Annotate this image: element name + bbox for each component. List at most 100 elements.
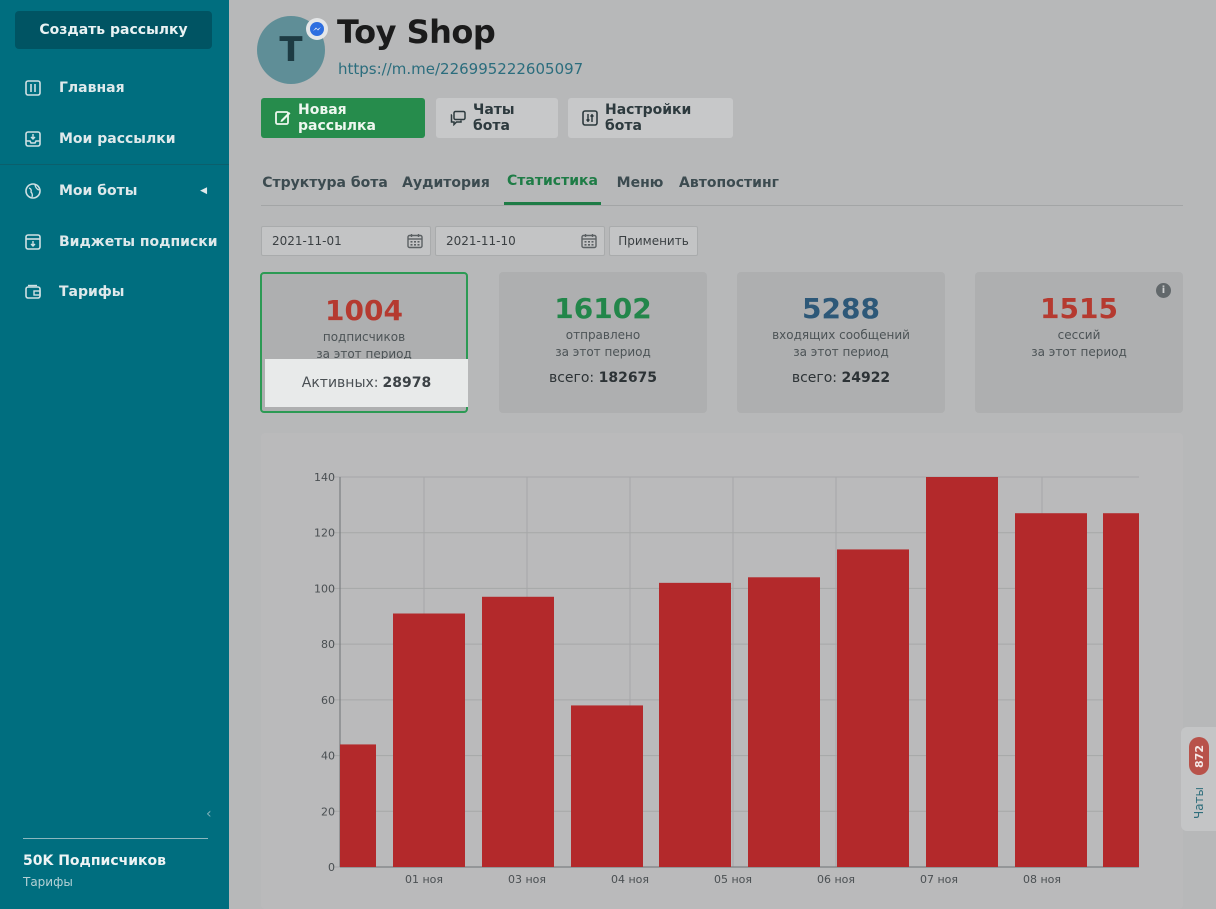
chart-bar <box>926 477 998 867</box>
sidebar-item-label: Тарифы <box>59 284 125 300</box>
caret-left-icon: ◀ <box>200 186 207 196</box>
x-tick-label: 03 ноя <box>508 873 546 886</box>
tab-audience[interactable]: Аудитория <box>402 174 490 191</box>
bot-tabs: Структура бота Аудитория Статистика Меню… <box>261 160 1183 206</box>
bar-chart: 0 20 40 60 80 100 120 140 01 ноя 03 ноя 04 ноя 05 н… <box>314 471 1139 886</box>
date-from-input[interactable]: 2021-11-01 <box>261 226 431 256</box>
sidebar-footer-divider <box>23 838 208 839</box>
stat-card-sessions[interactable]: i 1515 сессий за этот период <box>975 272 1183 413</box>
inbox-icon <box>24 130 42 148</box>
total-value: 182675 <box>598 370 658 386</box>
settings-sliders-icon <box>582 110 598 126</box>
widget-icon <box>24 233 42 251</box>
sidebar: Создать рассылку Главная Мои рассылки Мо… <box>0 0 229 909</box>
y-tick-label: 120 <box>314 527 335 540</box>
new-mailing-button[interactable]: Новая рассылка <box>261 98 425 138</box>
sidebar-item-label: Главная <box>59 80 125 96</box>
chart-bar <box>482 596 554 867</box>
x-tick-label: 01 ноя <box>405 873 443 886</box>
y-tick-label: 80 <box>321 638 335 651</box>
y-tick-label: 140 <box>314 471 335 484</box>
chat-icon <box>450 110 466 126</box>
total-value: 24922 <box>841 370 891 386</box>
chart-bar <box>1015 513 1087 867</box>
sidebar-item-home[interactable]: Главная <box>0 63 229 113</box>
x-tick-label: 08 ноя <box>1023 873 1061 886</box>
sidebar-item-widgets[interactable]: Виджеты подписки <box>0 217 229 267</box>
new-mailing-label: Новая рассылка <box>298 102 376 134</box>
globe-icon <box>24 182 42 200</box>
chart-bar <box>1103 513 1139 867</box>
wallet-icon <box>24 283 42 301</box>
chats-label: Чаты <box>1192 786 1207 820</box>
stat-value: 1515 <box>1040 292 1118 325</box>
sidebar-item-my-bots[interactable]: Мои боты ◀ <box>0 166 229 216</box>
x-tick-label: 07 ноя <box>920 873 958 886</box>
stat-total: всего: 182675 <box>499 370 707 386</box>
stat-period: за этот период <box>555 345 651 359</box>
x-tick-label: 06 ноя <box>817 873 855 886</box>
tab-autoposting[interactable]: Автопостинг <box>679 174 779 191</box>
calendar-icon[interactable] <box>407 233 423 249</box>
sidebar-item-tariffs[interactable]: Тарифы <box>0 267 229 317</box>
y-tick-label: 60 <box>321 694 335 707</box>
stat-label: входящих сообщений <box>772 328 910 342</box>
bot-settings-button[interactable]: Настройки бота <box>568 98 733 138</box>
date-to-value: 2021-11-10 <box>446 234 516 248</box>
stat-card-sent[interactable]: 16102 отправлено за этот период всего: 1… <box>499 272 707 413</box>
info-icon[interactable]: i <box>1156 283 1171 298</box>
y-tick-label: 20 <box>321 805 335 818</box>
stat-label: сессий <box>1057 328 1101 342</box>
total-label: всего: <box>548 370 595 386</box>
sidebar-item-label: Мои рассылки <box>59 131 176 147</box>
stat-value: 5288 <box>802 292 880 325</box>
stat-label: отправлено <box>565 328 641 342</box>
stat-period: за этот период <box>1031 345 1127 359</box>
active-label: Активных: <box>301 375 379 391</box>
stat-period: за этот период <box>793 345 889 359</box>
stat-card-incoming[interactable]: 5288 входящих сообщений за этот период в… <box>737 272 945 413</box>
tab-statistics[interactable]: Статистика <box>504 160 601 205</box>
tab-menu[interactable]: Меню <box>616 174 664 191</box>
y-tick-label: 0 <box>328 861 335 874</box>
chart-bar <box>748 577 820 867</box>
chats-count-badge: 872 <box>1189 737 1209 775</box>
sidebar-item-label: Виджеты подписки <box>59 234 218 250</box>
x-tick-label: 04 ноя <box>611 873 649 886</box>
chart-bar <box>393 613 465 867</box>
y-tick-label: 100 <box>314 582 335 595</box>
stat-card-subscribers[interactable]: 1004 подписчиков за этот период Активных… <box>260 272 468 413</box>
sidebar-item-label: Мои боты <box>59 183 138 199</box>
apply-button[interactable]: Применить <box>609 226 698 256</box>
create-mailing-button[interactable]: Создать рассылку <box>15 11 212 49</box>
stat-total: всего: 24922 <box>737 370 945 386</box>
chart-bar <box>340 744 376 867</box>
stat-label: подписчиков <box>322 330 406 344</box>
chats-widget[interactable]: 872 Чаты <box>1181 727 1216 831</box>
bot-settings-label: Настройки бота <box>605 102 692 134</box>
page-title: Toy Shop <box>337 13 496 51</box>
bot-link[interactable]: https://m.me/226995222605097 <box>338 60 584 78</box>
calendar-icon[interactable] <box>581 233 597 249</box>
total-label: всего: <box>791 370 838 386</box>
date-to-input[interactable]: 2021-11-10 <box>435 226 605 256</box>
plan-link[interactable]: Тарифы <box>23 875 73 889</box>
messenger-icon <box>306 18 328 40</box>
active-subscribers-box: Активных: 28978 <box>265 359 468 407</box>
stat-period: за этот период <box>316 347 412 361</box>
y-tick-label: 40 <box>321 750 335 763</box>
edit-icon <box>275 110 291 126</box>
sidebar-item-mailings[interactable]: Мои рассылки <box>0 114 229 164</box>
bot-chats-label: Чаты бота <box>473 102 515 134</box>
chart-panel: 0 20 40 60 80 100 120 140 01 ноя 03 ноя 04 ноя 05 н… <box>261 433 1183 909</box>
chart-bar <box>837 549 909 867</box>
chart-bar <box>659 582 731 867</box>
stat-value: 1004 <box>325 294 403 327</box>
bot-chats-button[interactable]: Чаты бота <box>436 98 558 138</box>
collapse-sidebar-icon[interactable]: ‹ <box>206 806 212 822</box>
x-tick-label: 05 ноя <box>714 873 752 886</box>
active-value: 28978 <box>382 375 432 391</box>
date-from-value: 2021-11-01 <box>272 234 342 248</box>
tab-bot-structure[interactable]: Структура бота <box>262 174 388 191</box>
dashboard-icon <box>24 79 42 97</box>
